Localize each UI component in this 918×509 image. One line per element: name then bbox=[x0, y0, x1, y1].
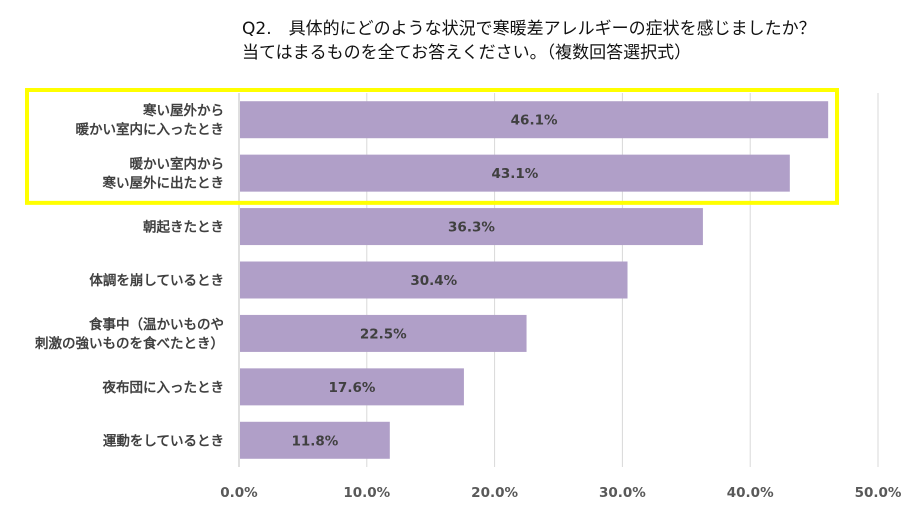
bar bbox=[240, 261, 628, 299]
category-label: 寒い屋外から bbox=[143, 102, 224, 119]
highlight-box bbox=[25, 88, 839, 205]
x-tick-label: 30.0% bbox=[599, 485, 646, 501]
data-label: 30.4% bbox=[410, 273, 457, 289]
data-label: 22.5% bbox=[360, 326, 407, 342]
data-label: 11.8% bbox=[291, 433, 338, 449]
x-tick-label: 20.0% bbox=[471, 485, 518, 501]
category-label: 暖かい室内から bbox=[130, 156, 225, 173]
data-label: 43.1% bbox=[491, 166, 538, 182]
bar bbox=[240, 314, 527, 352]
category-label: 運動をしているとき bbox=[103, 432, 224, 449]
bar bbox=[240, 208, 703, 246]
category-label: 食事中（温かいものや bbox=[89, 316, 224, 333]
category-label: 体調を崩しているとき bbox=[89, 272, 224, 289]
data-label: 46.1% bbox=[511, 113, 558, 129]
chart-title-line-2: 当てはまるものを全てお答えください。（複数回答選択式） bbox=[242, 43, 692, 63]
bar bbox=[240, 368, 464, 406]
bar bbox=[240, 421, 390, 459]
x-tick-label: 0.0% bbox=[220, 485, 258, 501]
category-label: 夜布団に入ったとき bbox=[102, 379, 225, 396]
x-tick-label: 50.0% bbox=[855, 485, 902, 501]
bar bbox=[240, 154, 790, 192]
data-label: 17.6% bbox=[329, 380, 376, 396]
category-label: 刺激の強いものを食べたとき） bbox=[35, 335, 224, 352]
x-tick-label: 10.0% bbox=[343, 485, 390, 501]
chart-title-line-1: Q2. 具体的にどのような状況で寒暖差アレルギーの症状を感じましたか？ bbox=[242, 19, 816, 39]
category-label: 寒い屋外に出たとき bbox=[103, 175, 225, 192]
category-label: 暖かい室内に入ったとき bbox=[76, 121, 225, 138]
category-label: 朝起きたとき bbox=[143, 219, 224, 236]
data-label: 36.3% bbox=[448, 220, 495, 236]
x-tick-label: 40.0% bbox=[727, 485, 774, 501]
bar bbox=[240, 101, 829, 139]
